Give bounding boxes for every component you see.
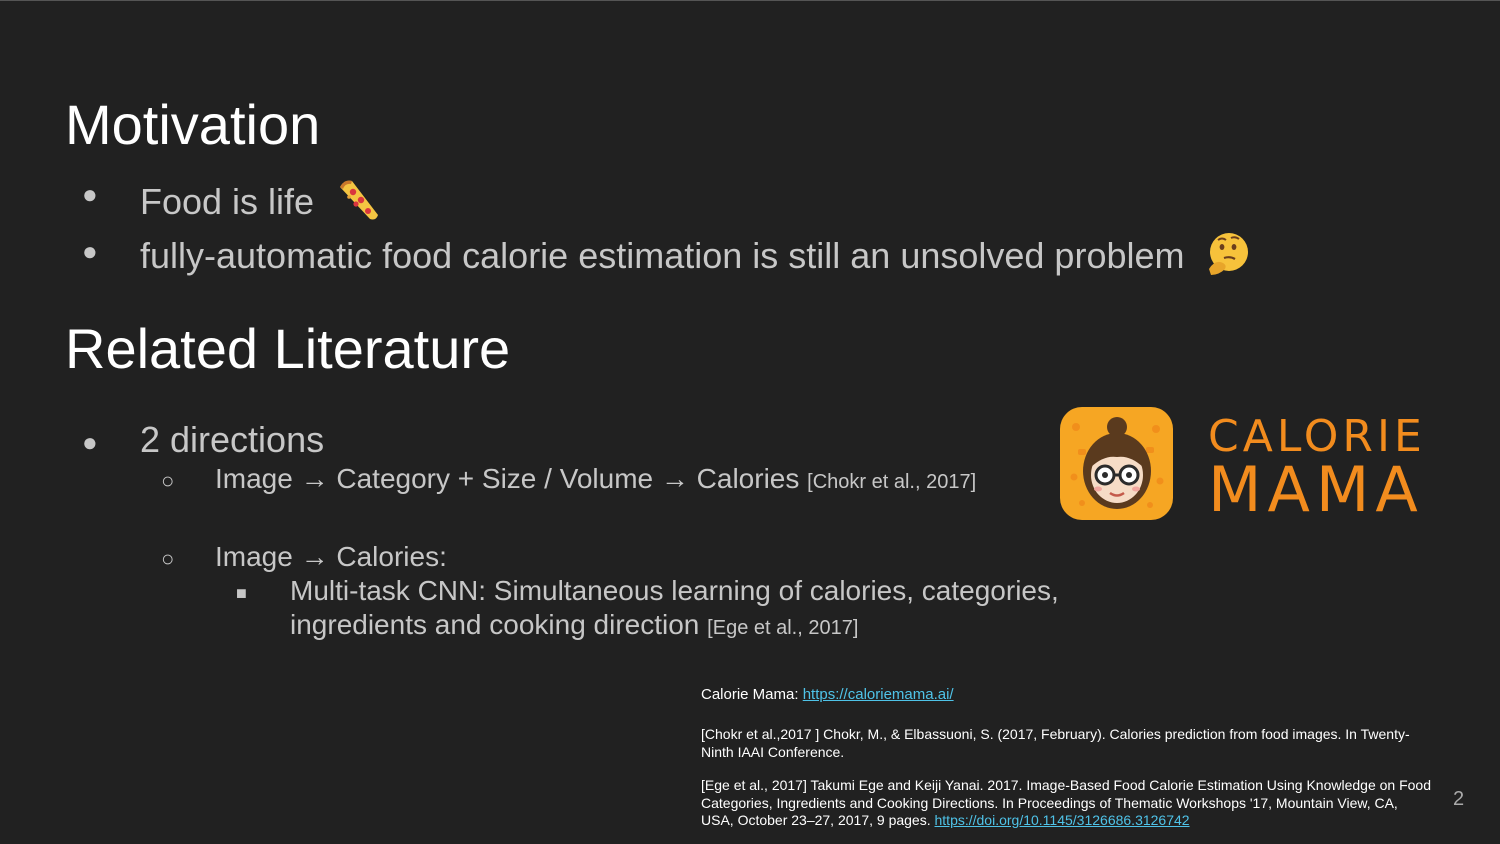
- bullet-text: Food is life: [140, 181, 315, 223]
- reference-calorie-mama-label: Calorie Mama:: [701, 686, 803, 703]
- reference-ege: [Ege et al., 2017] Takumi Ege and Keiji …: [701, 777, 1431, 830]
- logo-mama-text: MAMA: [1208, 453, 1424, 526]
- reference-chokr: [Chokr et al.,2017 ] Chokr, M., & Elbass…: [701, 726, 1410, 760]
- direction-one-citation: [Chokr et al., 2017]: [807, 471, 977, 493]
- calorie-mama-link[interactable]: https://caloriemama.ai/: [802, 686, 954, 703]
- bullet-marker: ●: [82, 236, 98, 266]
- bullet-text: fully-automatic food calorie estimation …: [140, 235, 1185, 277]
- sub-sub-bullet-marker: ■: [236, 583, 247, 603]
- reference-ege-text: [Ege et al., 2017] Takumi Ege and Keiji …: [701, 777, 1432, 828]
- calorie-mama-app-icon: [1060, 407, 1173, 520]
- bullet-marker: ●: [82, 427, 98, 457]
- multitask-cnn-line2: ingredients and cooking direction [Ege e…: [290, 609, 858, 641]
- calorie-mama-logo: CALORIE MAMA: [1060, 407, 1430, 526]
- direction-two: Image → Calories:: [215, 541, 447, 572]
- bullet-marker: ●: [82, 179, 98, 209]
- direction-one: Image → Category + Size / Volume → Calor…: [215, 463, 976, 495]
- related-literature-title: Related Literature: [65, 317, 511, 380]
- bullet-two-directions: 2 directions: [140, 419, 325, 460]
- bullet-food-is-life: Food is life: [140, 175, 384, 234]
- bullet-calorie-problem: fully-automatic food calorie estimation …: [140, 231, 1251, 286]
- reference-calorie-mama: Calorie Mama: https://caloriemama.ai/: [701, 686, 1431, 704]
- sub-bullet-marker: ○: [161, 546, 175, 571]
- page-number: 2: [1453, 788, 1465, 810]
- motivation-title: Motivation: [65, 93, 321, 156]
- multitask-cnn-line1: Multi-task CNN: Simultaneous learning of…: [290, 575, 1059, 606]
- direction-one-text: Image → Category + Size / Volume → Calor…: [215, 463, 800, 494]
- logo-calorie-text: CALORIE: [1208, 411, 1426, 462]
- doi-link[interactable]: https://doi.org/10.1145/3126686.3126742: [934, 812, 1190, 828]
- pizza-icon: [334, 175, 384, 234]
- multitask-cnn-text: ingredients and cooking direction: [290, 609, 700, 640]
- multitask-cnn-citation: [Ege et al., 2017]: [707, 617, 859, 639]
- sub-bullet-marker: ○: [161, 468, 175, 493]
- thinking-face-icon: [1205, 231, 1251, 286]
